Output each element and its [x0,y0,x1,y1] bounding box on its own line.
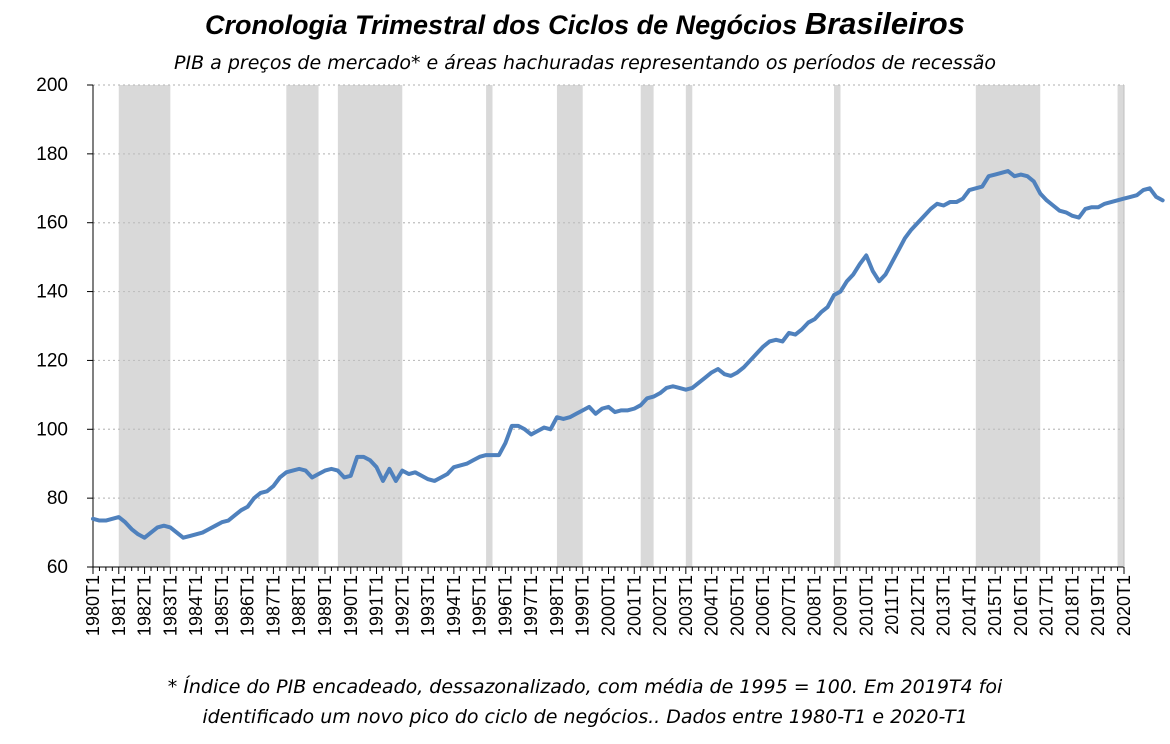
recession-band-4 [486,85,493,567]
x-tick-label-2009T1: 2009T1 [830,575,850,636]
x-tick-label-1992T1: 1992T1 [392,575,412,636]
x-tick-label-1993T1: 1993T1 [418,575,438,636]
y-tick-label-180: 180 [36,144,68,165]
x-tick-label-2018T1: 2018T1 [1062,575,1082,636]
x-tick-label-2013T1: 2013T1 [934,575,954,636]
series-line-1 [91,169,1165,540]
x-tick-label-1980T1: 1980T1 [83,575,103,636]
x-tick-label-1996T1: 1996T1 [495,575,515,636]
x-tick-label-1984T1: 1984T1 [186,575,206,636]
recession-band-6 [640,85,654,567]
x-tick-label-1988T1: 1988T1 [289,575,309,636]
x-tick-label-2015T1: 2015T1 [985,575,1005,636]
recession-band-9 [975,85,1041,567]
x-tick-label-2019T1: 2019T1 [1088,575,1108,636]
x-tick-label-2005T1: 2005T1 [727,575,747,636]
x-tick-label-1981T1: 1981T1 [109,575,129,636]
x-tick-label-1982T1: 1982T1 [135,575,155,636]
chart-footnote: * Índice do PIB encadeado, dessazonaliza… [0,672,1170,732]
footnote-line-2: identificado um novo pico do ciclo de ne… [202,706,968,728]
recession-band-2 [286,85,319,567]
x-tick-label-2014T1: 2014T1 [959,575,979,636]
x-tick-label-2011T1: 2011T1 [882,575,902,635]
y-tick-label-160: 160 [36,213,68,234]
x-tick-label-2016T1: 2016T1 [1011,575,1031,636]
y-tick-label-140: 140 [36,282,68,303]
recession-band-8 [834,85,841,567]
x-tick-label-1999T1: 1999T1 [573,575,593,636]
x-tick-label-1985T1: 1985T1 [212,575,232,636]
y-tick-label-80: 80 [47,488,68,509]
y-tick-label-120: 120 [36,350,68,371]
y-tick-label-60: 60 [47,557,68,578]
y-tick-label-100: 100 [36,419,68,440]
x-tick-label-1998T1: 1998T1 [547,575,567,636]
x-tick-label-2008T1: 2008T1 [805,575,825,636]
x-tick-label-2002T1: 2002T1 [650,575,670,636]
x-tick-label-2001T1: 2001T1 [624,575,644,636]
chart-title: Cronologia Trimestral dos Ciclos de Negó… [0,6,1170,42]
x-tick-label-2012T1: 2012T1 [908,575,928,636]
x-tick-label-1986T1: 1986T1 [238,575,258,636]
recession-band-3 [337,85,403,567]
x-tick-label-2006T1: 2006T1 [753,575,773,636]
x-tick-label-1991T1: 1991T1 [367,575,387,636]
x-tick-label-1989T1: 1989T1 [315,575,335,636]
x-tick-label-2000T1: 2000T1 [599,575,619,636]
x-tick-label-1995T1: 1995T1 [470,575,490,636]
recession-band-7 [685,85,693,567]
x-tick-label-2017T1: 2017T1 [1037,575,1057,636]
x-tick-label-1994T1: 1994T1 [444,575,464,636]
chart-title-strong: Brasileiros [804,6,965,41]
chart-subtitle: PIB a preços de mercado* e áreas hachura… [174,52,996,74]
x-tick-label-2020T1: 2020T1 [1114,575,1134,636]
x-tick-label-1987T1: 1987T1 [263,575,283,636]
x-tick-label-2003T1: 2003T1 [676,575,696,636]
y-tick-label-200: 200 [36,75,68,96]
x-tick-label-2004T1: 2004T1 [702,575,722,636]
recession-band-5 [556,85,583,567]
x-tick-label-1990T1: 1990T1 [341,575,361,636]
footnote-line-1: * Índice do PIB encadeado, dessazonaliza… [167,676,1003,698]
x-tick-label-2007T1: 2007T1 [779,575,799,636]
recession-band-1 [118,85,171,567]
x-tick-label-1997T1: 1997T1 [521,575,541,636]
recession-band-10 [1117,85,1124,567]
x-tick-label-1983T1: 1983T1 [160,575,180,636]
x-tick-label-2010T1: 2010T1 [856,575,876,636]
chart-title-main: Cronologia Trimestral dos Ciclos de Negó… [205,10,798,40]
